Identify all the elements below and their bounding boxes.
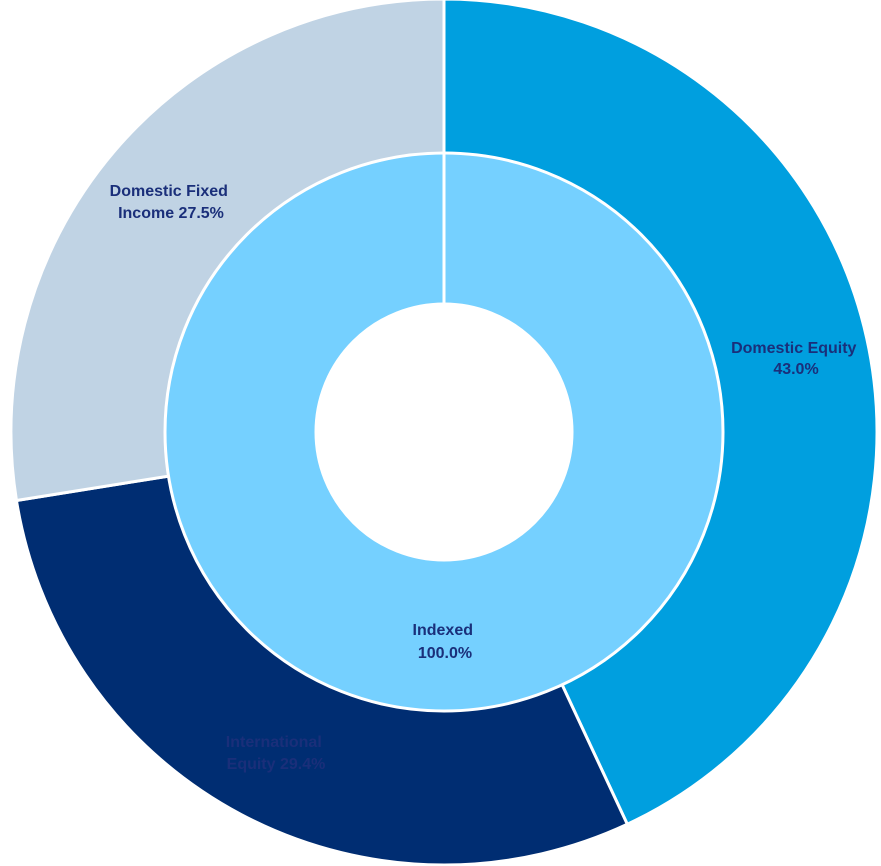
label-domestic-fixed-income-line1: Domestic Fixed [110, 183, 228, 200]
label-domestic-equity: Domestic Equity 43.0% [731, 340, 861, 378]
label-domestic-equity-line1: Domestic Equity [731, 340, 856, 357]
slice-indexed [163, 151, 725, 713]
inner-ring [163, 151, 725, 713]
label-domestic-fixed-income: Domestic Fixed Income 27.5% [110, 183, 233, 222]
label-international-equity-line2: Equity 29.4% [227, 756, 326, 773]
label-indexed: Indexed 100.0% [413, 622, 478, 662]
label-international-equity-line1: International [226, 734, 322, 751]
outer-ring [9, 0, 879, 866]
label-indexed-line2: 100.0% [418, 645, 472, 662]
label-domestic-equity-line2: 43.0% [773, 361, 818, 378]
label-international-equity: International Equity 29.4% [226, 734, 326, 773]
label-domestic-fixed-income-line2: Income 27.5% [118, 205, 224, 222]
label-indexed-line1: Indexed [413, 622, 473, 639]
